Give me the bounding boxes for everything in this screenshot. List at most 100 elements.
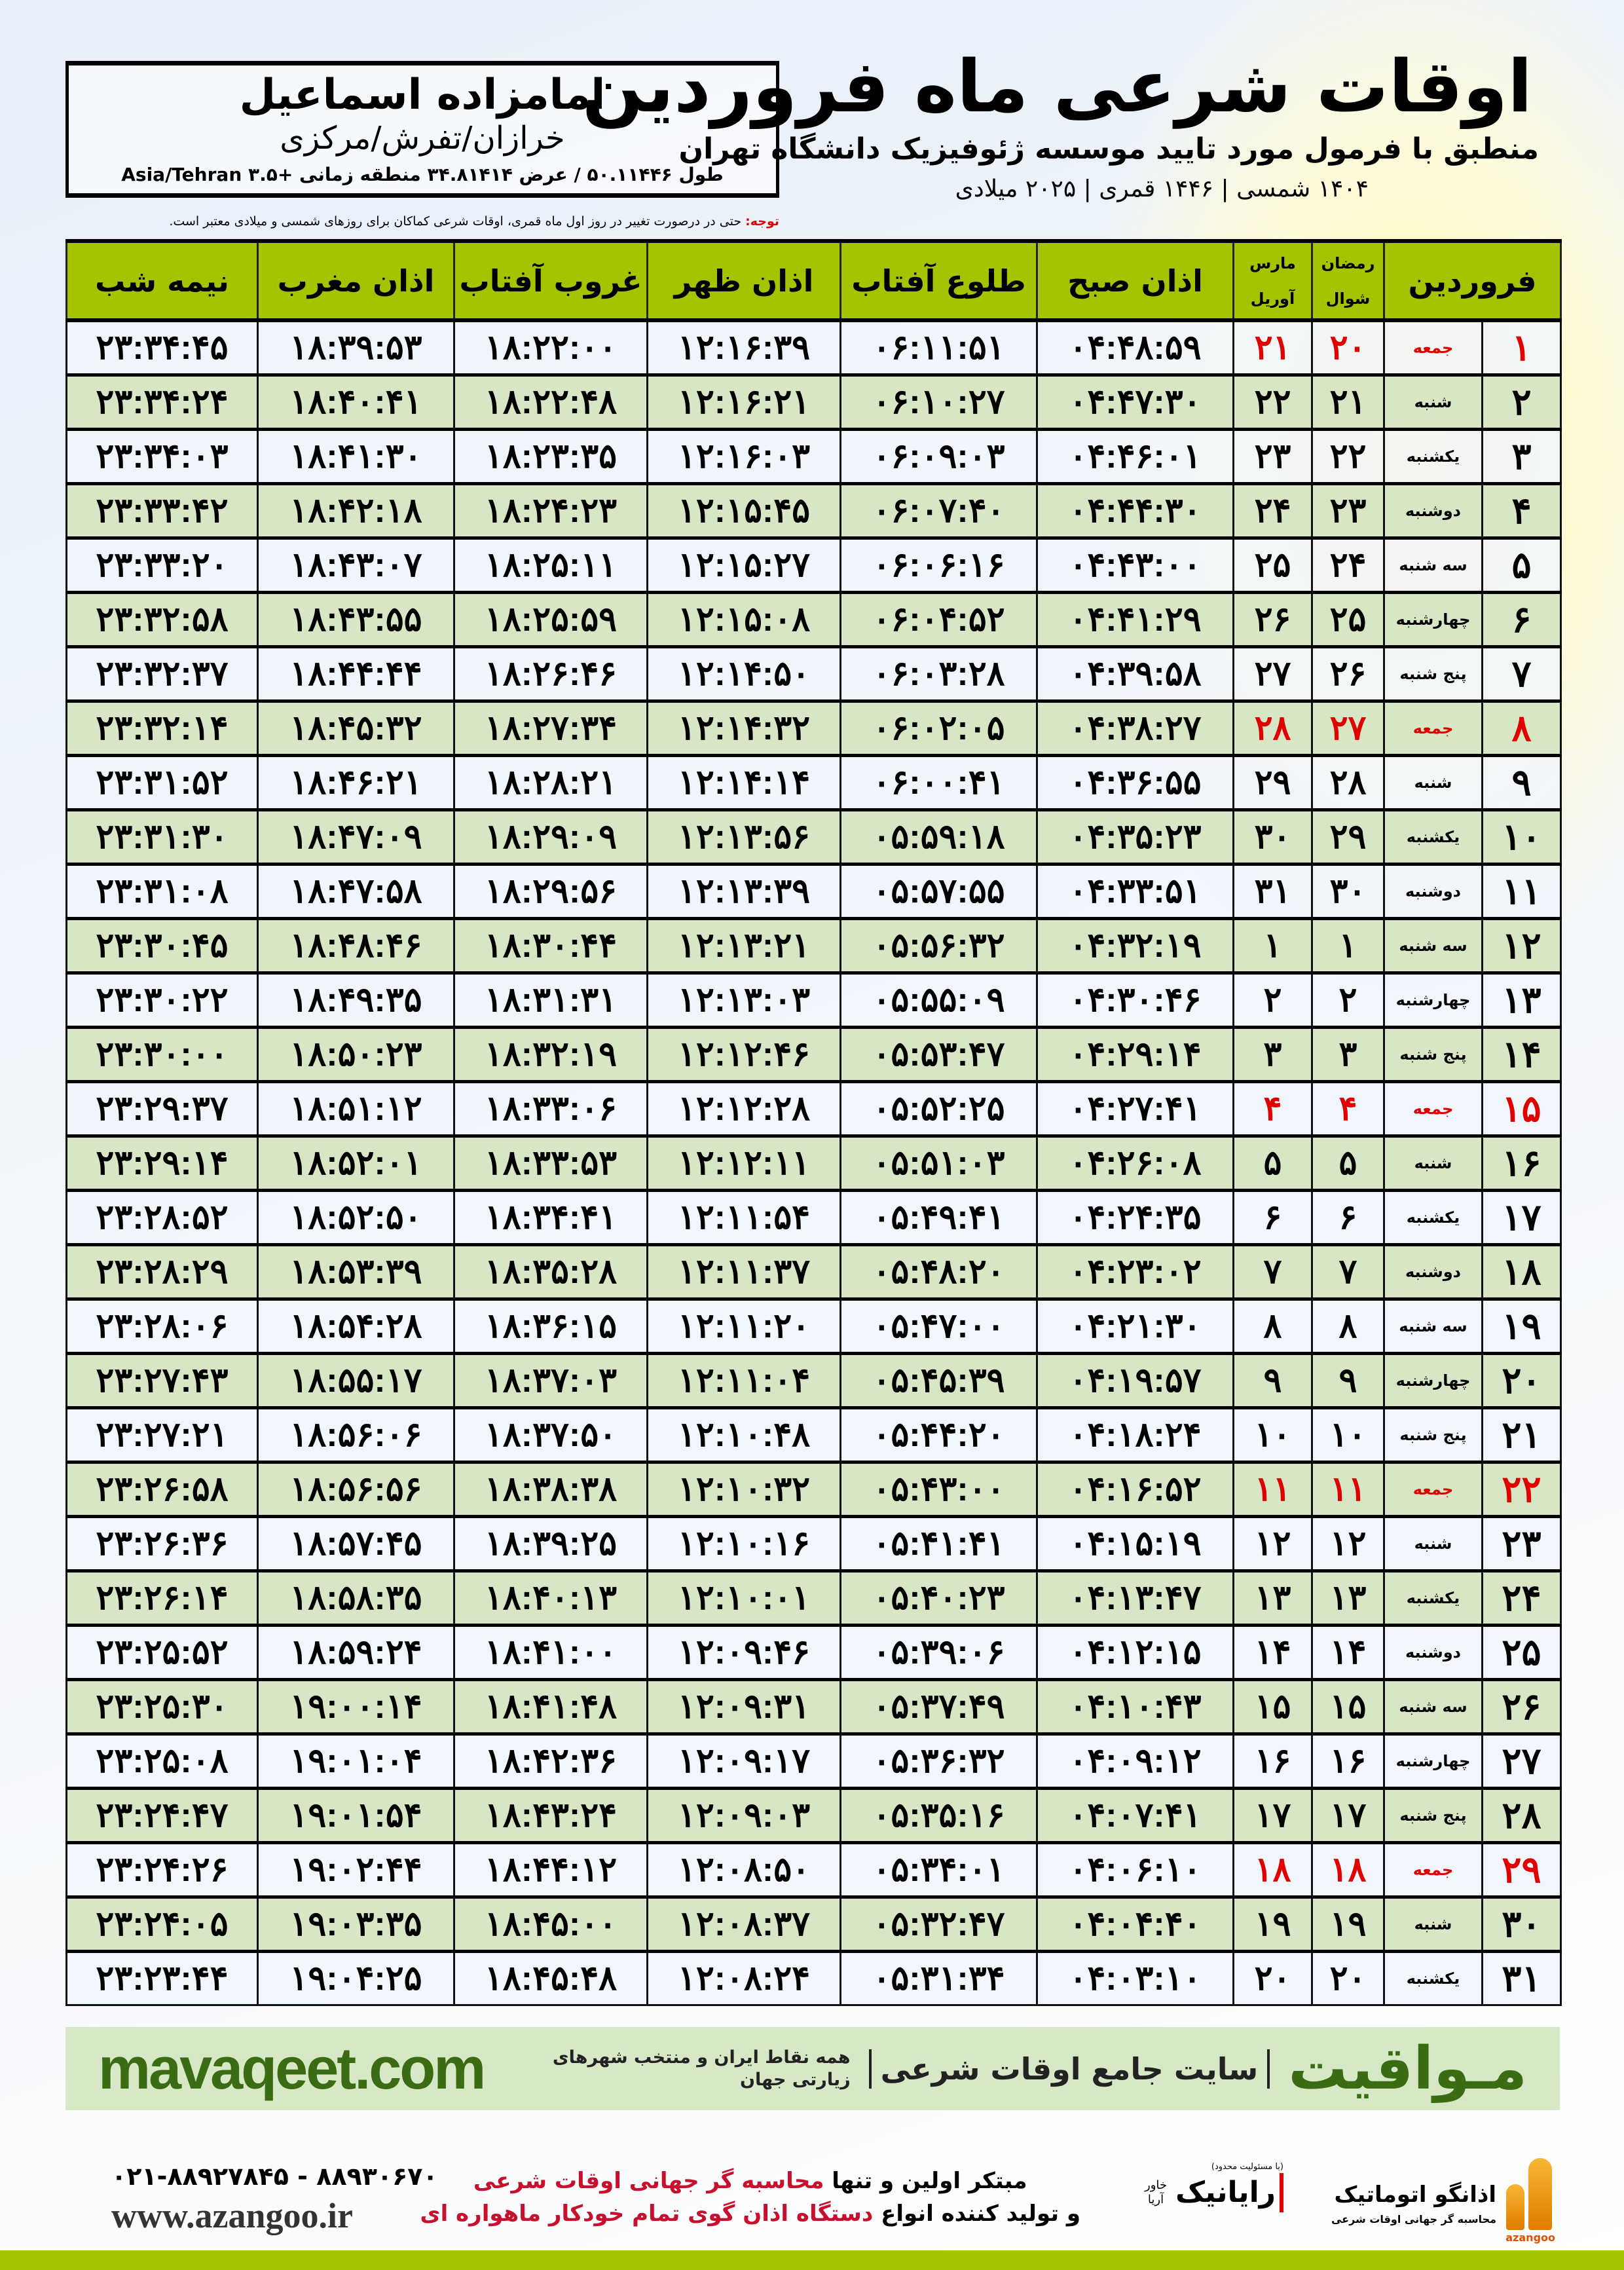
- midnight-time: ۲۳:۲۸:۵۲: [65, 1189, 259, 1246]
- midnight-time: ۲۳:۲۵:۰۸: [65, 1732, 259, 1789]
- maghrib-time: ۱۸:۵۹:۲۴: [257, 1624, 455, 1681]
- day-number: ۲۳: [1481, 1515, 1562, 1572]
- sunset-time: ۱۸:۳۱:۳۱: [453, 971, 648, 1028]
- sunset-time: ۱۸:۲۸:۲۱: [453, 754, 648, 811]
- table-header: فروردین رمضان شوال مارس آوریل اذان صبح طلو…: [65, 239, 1562, 322]
- fajr-time: ۰۴:۱۰:۴۳: [1036, 1678, 1234, 1735]
- sunrise-time: ۰۶:۰۴:۵۲: [840, 591, 1038, 648]
- fajr-time: ۰۴:۳۸:۲۷: [1036, 699, 1234, 756]
- sunset-time: ۱۸:۲۷:۳۴: [453, 699, 648, 756]
- table-row: ۴ دوشنبه ۲۳ ۲۴ ۰۴:۴۴:۳۰ ۰۶:۰۷:۴۰ ۱۲:۱۵:۴۵ ۱۸:۲۴…: [65, 482, 1562, 539]
- col-dhuhr: اذان ظهر: [646, 239, 841, 322]
- hijri-day: ۱۳: [1311, 1569, 1385, 1626]
- maghrib-time: ۱۸:۴۶:۲۱: [257, 754, 455, 811]
- hijri-day: ۳۰: [1311, 863, 1385, 920]
- weekday: جمعه: [1383, 1080, 1483, 1137]
- fajr-time: ۰۴:۴۳:۰۰: [1036, 536, 1234, 593]
- sponsor-website[interactable]: www.azangoo.ir: [111, 2196, 353, 2235]
- midnight-time: ۲۳:۲۹:۳۷: [65, 1080, 259, 1137]
- sunset-time: ۱۸:۴۵:۰۰: [453, 1895, 648, 1952]
- midnight-time: ۲۳:۲۷:۴۳: [65, 1352, 259, 1409]
- maghrib-time: ۱۸:۴۳:۰۷: [257, 536, 455, 593]
- page-subtitle: منطبق با فرمول مورد تایید موسسه ژئوفیزیک…: [678, 132, 1539, 166]
- gregorian-day: ۱۶: [1232, 1732, 1313, 1789]
- sunset-time: ۱۸:۳۸:۳۸: [453, 1461, 648, 1517]
- weekday: جمعه: [1383, 318, 1483, 376]
- sunset-time: ۱۸:۳۷:۰۳: [453, 1352, 648, 1409]
- midnight-time: ۲۳:۳۳:۲۰: [65, 536, 259, 593]
- dhuhr-time: ۱۲:۱۱:۰۴: [646, 1352, 841, 1409]
- table-row: ۷ پنج شنبه ۲۶ ۲۷ ۰۴:۳۹:۵۸ ۰۶:۰۳:۲۸ ۱۲:۱۴:۵۰ ۱۸:…: [65, 645, 1562, 702]
- day-number: ۲۱: [1481, 1406, 1562, 1463]
- sunset-time: ۱۸:۴۳:۲۴: [453, 1787, 648, 1844]
- gregorian-day: ۲۵: [1232, 536, 1313, 593]
- fajr-time: ۰۴:۳۵:۲۳: [1036, 808, 1234, 865]
- midnight-time: ۲۳:۲۶:۱۴: [65, 1569, 259, 1626]
- sunrise-time: ۰۵:۵۷:۵۵: [840, 863, 1038, 920]
- table-row: ۱۳ چهارشنبه ۲ ۲ ۰۴:۳۰:۴۶ ۰۵:۵۵:۰۹ ۱۲:۱۳:۰۳ ۱۸:۳…: [65, 971, 1562, 1028]
- fajr-time: ۰۴:۴۶:۰۱: [1036, 428, 1234, 485]
- col-fajr: اذان صبح: [1036, 239, 1234, 322]
- hijri-day: ۱۹: [1311, 1895, 1385, 1952]
- hijri-day: ۵: [1311, 1134, 1385, 1191]
- sunrise-time: ۰۵:۴۳:۰۰: [840, 1461, 1038, 1517]
- dhuhr-time: ۱۲:۱۶:۳۹: [646, 318, 841, 376]
- dhuhr-time: ۱۲:۱۱:۲۰: [646, 1297, 841, 1354]
- day-number: ۲۶: [1481, 1678, 1562, 1735]
- fajr-time: ۰۴:۰۴:۴۰: [1036, 1895, 1234, 1952]
- midnight-time: ۲۳:۲۵:۳۰: [65, 1678, 259, 1735]
- weekday: شنبه: [1383, 373, 1483, 430]
- sunset-time: ۱۸:۲۹:۵۶: [453, 863, 648, 920]
- hijri-day: ۱۵: [1311, 1678, 1385, 1735]
- sunrise-time: ۰۵:۳۹:۰۶: [840, 1624, 1038, 1681]
- maghrib-time: ۱۸:۴۴:۴۴: [257, 645, 455, 702]
- fajr-time: ۰۴:۳۳:۵۱: [1036, 863, 1234, 920]
- table-row: ۲۲ جمعه ۱۱ ۱۱ ۰۴:۱۶:۵۲ ۰۵:۴۳:۰۰ ۱۲:۱۰:۳۲ ۱۸:۳۸:…: [65, 1461, 1562, 1517]
- sunset-time: ۱۸:۴۱:۰۰: [453, 1624, 648, 1681]
- sunrise-time: ۰۵:۴۷:۰۰: [840, 1297, 1038, 1354]
- weekday: دوشنبه: [1383, 863, 1483, 920]
- weekday: جمعه: [1383, 1841, 1483, 1898]
- maghrib-time: ۱۸:۵۲:۵۰: [257, 1189, 455, 1246]
- hijri-day: ۷: [1311, 1243, 1385, 1300]
- rayanik-wordmark: (با مسئولیت محدود) رایانیک: [1175, 2161, 1283, 2212]
- fajr-time: ۰۴:۱۳:۴۷: [1036, 1569, 1234, 1626]
- midnight-time: ۲۳:۲۶:۵۸: [65, 1461, 259, 1517]
- gregorian-day: ۲۶: [1232, 591, 1313, 648]
- day-number: ۲۰: [1481, 1352, 1562, 1409]
- midnight-time: ۲۳:۲۹:۱۴: [65, 1134, 259, 1191]
- table-row: ۲۶ سه شنبه ۱۵ ۱۵ ۰۴:۱۰:۴۳ ۰۵:۳۷:۴۹ ۱۲:۰۹:۳۱ ۱۸:…: [65, 1678, 1562, 1735]
- azangoo-logo: اذانگو اتوماتیک محاسبه گر جهانی اوقات شر…: [1331, 2158, 1559, 2244]
- minaret-icon: [1528, 2158, 1552, 2230]
- sunrise-time: ۰۵:۵۹:۱۸: [840, 808, 1038, 865]
- gregorian-day: ۲۲: [1232, 373, 1313, 430]
- hijri-day: ۲۶: [1311, 645, 1385, 702]
- day-number: ۶: [1481, 591, 1562, 648]
- sunrise-time: ۰۵:۴۹:۴۱: [840, 1189, 1038, 1246]
- mavaqeet-url[interactable]: mavaqeet.com: [98, 2036, 486, 2102]
- hijri-day: ۲۲: [1311, 428, 1385, 485]
- midnight-time: ۲۳:۳۲:۱۴: [65, 699, 259, 756]
- dhuhr-time: ۱۲:۱۵:۲۷: [646, 536, 841, 593]
- midnight-time: ۲۳:۳۰:۲۲: [65, 971, 259, 1028]
- hijri-day: ۱: [1311, 917, 1385, 974]
- day-number: ۲۷: [1481, 1732, 1562, 1789]
- table-row: ۲۹ جمعه ۱۸ ۱۸ ۰۴:۰۶:۱۰ ۰۵:۳۴:۰۱ ۱۲:۰۸:۵۰ ۱۸:۴۴:…: [65, 1841, 1562, 1898]
- fajr-time: ۰۴:۴۴:۳۰: [1036, 482, 1234, 539]
- sponsor-text: مبتکر اولین و تنها محاسبه گر جهانی اوقات…: [420, 2165, 1080, 2230]
- weekday: پنج شنبه: [1383, 1406, 1483, 1463]
- fajr-time: ۰۴:۲۳:۰۲: [1036, 1243, 1234, 1300]
- day-number: ۸: [1481, 699, 1562, 756]
- table-row: ۳ یکشنبه ۲۲ ۲۳ ۰۴:۴۶:۰۱ ۰۶:۰۹:۰۳ ۱۲:۱۶:۰۳ ۱۸:۲۳…: [65, 428, 1562, 485]
- sunset-time: ۱۸:۴۲:۳۶: [453, 1732, 648, 1789]
- maghrib-time: ۱۹:۰۰:۱۴: [257, 1678, 455, 1735]
- year-line: ۱۴۰۴ شمسی | ۱۴۴۶ قمری | ۲۰۲۵ میلادی: [955, 176, 1369, 202]
- hijri-day: ۱۸: [1311, 1841, 1385, 1898]
- col-maghrib: اذان مغرب: [257, 239, 455, 322]
- table-row: ۱۸ دوشنبه ۷ ۷ ۰۴:۲۳:۰۲ ۰۵:۴۸:۲۰ ۱۲:۱۱:۳۷ ۱۸:۳۵:…: [65, 1243, 1562, 1300]
- midnight-time: ۲۳:۲۳:۴۴: [65, 1950, 259, 2006]
- maghrib-time: ۱۸:۵۰:۲۳: [257, 1026, 455, 1083]
- sunrise-time: ۰۶:۰۳:۲۸: [840, 645, 1038, 702]
- weekday: یکشنبه: [1383, 1189, 1483, 1246]
- maghrib-time: ۱۸:۴۱:۳۰: [257, 428, 455, 485]
